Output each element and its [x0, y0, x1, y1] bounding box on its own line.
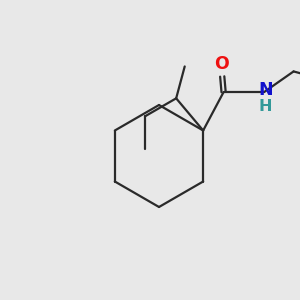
Text: N: N [258, 81, 273, 99]
Text: O: O [214, 55, 229, 73]
Text: H: H [259, 99, 272, 114]
